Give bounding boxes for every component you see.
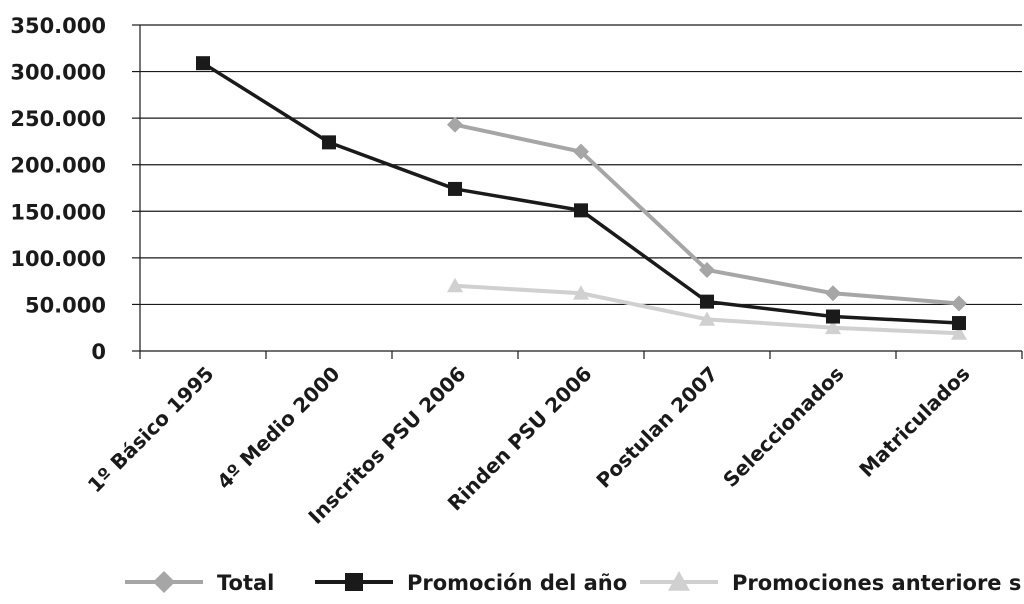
x-tick-label: 1º Básico 1995 bbox=[83, 362, 219, 498]
data-point bbox=[574, 203, 588, 218]
legend-swatch-marker bbox=[345, 573, 363, 591]
y-tick-label: 350.000 bbox=[10, 14, 106, 38]
data-point bbox=[573, 143, 589, 160]
y-tick-label: 100.000 bbox=[10, 247, 106, 271]
data-point bbox=[951, 295, 967, 312]
gridlines bbox=[140, 24, 1022, 306]
data-point bbox=[951, 325, 967, 340]
legend-swatch-marker bbox=[153, 571, 175, 593]
data-point bbox=[826, 309, 840, 324]
data-point bbox=[322, 135, 336, 150]
data-point bbox=[448, 181, 462, 196]
series-line bbox=[454, 283, 960, 336]
x-tick-label: Rinden PSU 2006 bbox=[443, 362, 597, 516]
data-point bbox=[952, 316, 966, 331]
data-point bbox=[825, 285, 841, 302]
data-point bbox=[447, 116, 463, 133]
x-tick-label: Matriculados bbox=[854, 362, 974, 482]
axes: 0 50.000 100.000 150.000 200.000 250.000 300.0… bbox=[10, 14, 1023, 529]
legend: Total Promoción del año Promociones anteri… bbox=[125, 571, 1021, 595]
y-tick-label: 300.000 bbox=[10, 61, 106, 85]
series-line bbox=[202, 61, 960, 325]
legend-item-0: Total bbox=[125, 571, 274, 595]
y-tick-label: 250.000 bbox=[10, 107, 106, 131]
x-tick-label: 4º Medio 2000 bbox=[212, 362, 344, 494]
x-tick-label: Seleccionados bbox=[718, 362, 848, 492]
x-tick-label: Postulan 2007 bbox=[591, 362, 722, 493]
legend-swatch-marker bbox=[668, 571, 690, 591]
data-point bbox=[447, 277, 463, 293]
data-point bbox=[699, 311, 715, 326]
y-tick-label: 50.000 bbox=[25, 293, 106, 317]
series-0 bbox=[447, 116, 967, 312]
data-point bbox=[699, 261, 715, 278]
legend-item-2: Promociones anteriore s bbox=[640, 571, 1021, 595]
data-point bbox=[573, 285, 589, 300]
legend-label: Total bbox=[217, 571, 274, 595]
legend-label: Promociones anteriore s bbox=[732, 571, 1021, 595]
series-lines bbox=[196, 56, 967, 340]
data-point bbox=[700, 294, 714, 309]
y-tick-label: 150.000 bbox=[10, 200, 106, 224]
data-point bbox=[825, 319, 841, 335]
y-tick-label: 0 bbox=[91, 340, 106, 364]
legend-item-1: Promoción del año bbox=[315, 571, 627, 595]
series-2 bbox=[447, 277, 967, 340]
legend-label: Promoción del año bbox=[407, 571, 627, 595]
y-tick-label: 200.000 bbox=[10, 154, 106, 178]
data-point bbox=[196, 56, 210, 71]
series-1 bbox=[196, 56, 966, 331]
